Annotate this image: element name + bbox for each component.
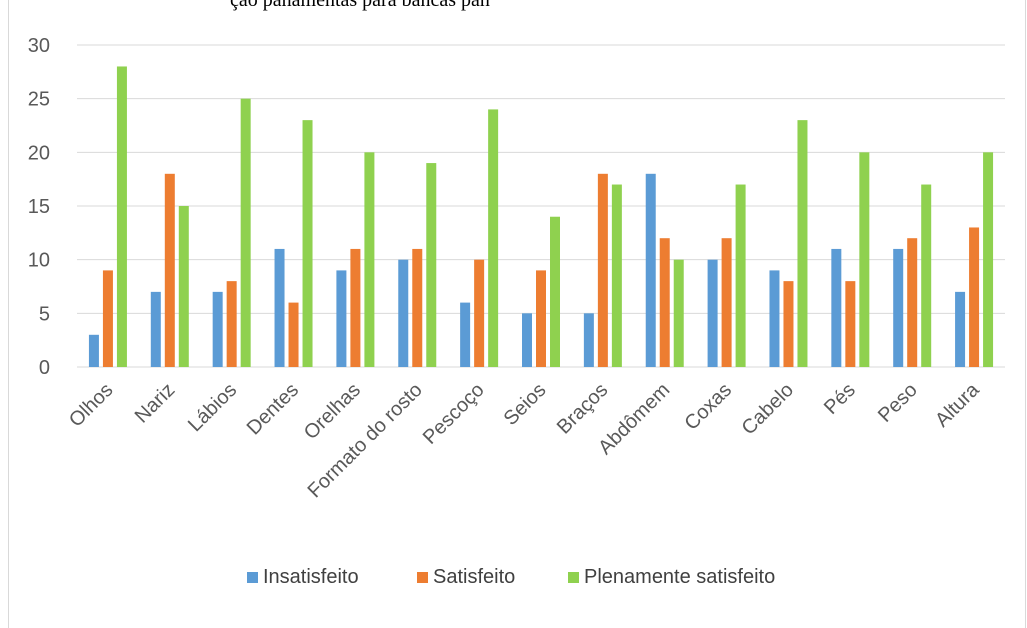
x-category-label: Formato do rosto — [304, 379, 427, 502]
bar-plenamente-satisfeito — [673, 259, 684, 367]
bar-satisfeito — [102, 270, 113, 367]
y-tick-label: 10 — [28, 250, 50, 272]
bar-plenamente-satisfeito — [116, 66, 127, 367]
bar-satisfeito — [969, 227, 980, 367]
legend-label: Insatisfeito — [263, 566, 359, 588]
chart-frame — [8, 0, 1026, 628]
bar-satisfeito — [226, 281, 237, 367]
x-category-label: Coxas — [680, 379, 736, 435]
bar-plenamente-satisfeito — [364, 152, 375, 367]
y-tick-label: 30 — [28, 35, 50, 57]
bar-insatisfeito — [522, 313, 532, 367]
bar-satisfeito — [474, 259, 485, 367]
x-category-label: Pés — [820, 379, 860, 419]
x-category-label: Altura — [931, 378, 984, 431]
cropped-heading: ção panamentas para bancas pan — [230, 0, 490, 11]
bar-satisfeito — [721, 238, 732, 367]
bar-plenamente-satisfeito — [859, 152, 870, 367]
bar-satisfeito — [597, 173, 608, 367]
bar-plenamente-satisfeito — [921, 184, 932, 367]
legend-label: Satisfeito — [433, 566, 515, 588]
y-tick-label: 0 — [39, 357, 50, 379]
bar-satisfeito — [164, 173, 175, 367]
bar-plenamente-satisfeito — [611, 184, 622, 367]
x-category-label: Nariz — [131, 379, 180, 428]
y-tick-label: 20 — [28, 142, 50, 164]
x-category-label: Lábios — [184, 379, 241, 436]
bar-plenamente-satisfeito — [302, 120, 313, 367]
bar-plenamente-satisfeito — [240, 98, 251, 368]
bar-plenamente-satisfeito — [983, 152, 994, 367]
bar-plenamente-satisfeito — [550, 216, 560, 367]
bar-insatisfeito — [460, 302, 471, 367]
x-category-label: Pescoço — [419, 379, 489, 449]
bar-plenamente-satisfeito — [735, 184, 746, 367]
bar-satisfeito — [536, 270, 546, 367]
bar-insatisfeito — [150, 291, 161, 367]
bar-satisfeito — [288, 302, 299, 367]
bar-satisfeito — [659, 238, 670, 367]
bar-insatisfeito — [274, 248, 285, 367]
x-category-label: Olhos — [65, 379, 118, 432]
bar-insatisfeito — [831, 248, 842, 367]
bar-satisfeito — [845, 281, 856, 367]
bar-plenamente-satisfeito — [178, 206, 189, 367]
bar-insatisfeito — [769, 270, 780, 367]
bar-plenamente-satisfeito — [797, 120, 808, 367]
x-category-label: Dentes — [243, 379, 303, 439]
bar-satisfeito — [412, 248, 423, 367]
legend-swatch — [417, 572, 428, 583]
bar-insatisfeito — [336, 270, 347, 367]
bar-insatisfeito — [955, 291, 966, 367]
bar-insatisfeito — [893, 248, 904, 367]
legend-label: Plenamente satisfeito — [584, 566, 775, 588]
bar-insatisfeito — [707, 259, 718, 367]
bar-insatisfeito — [212, 291, 223, 367]
x-category-label: Peso — [874, 379, 922, 427]
bar-satisfeito — [783, 281, 794, 367]
legend-swatch — [247, 572, 258, 583]
bar-plenamente-satisfeito — [426, 163, 437, 367]
bar-satisfeito — [350, 248, 361, 367]
y-tick-label: 15 — [28, 196, 50, 218]
y-tick-label: 25 — [28, 89, 50, 111]
bar-insatisfeito — [645, 173, 656, 367]
bar-plenamente-satisfeito — [488, 109, 499, 368]
bar-insatisfeito — [88, 334, 99, 367]
bar-satisfeito — [907, 238, 918, 367]
y-tick-label: 5 — [39, 303, 50, 325]
bar-insatisfeito — [583, 313, 594, 367]
x-category-label: Braços — [553, 379, 613, 439]
legend-swatch — [568, 572, 579, 583]
x-category-label: Cabelo — [738, 379, 798, 439]
bar-insatisfeito — [398, 259, 409, 367]
x-category-label: Seios — [500, 379, 551, 430]
